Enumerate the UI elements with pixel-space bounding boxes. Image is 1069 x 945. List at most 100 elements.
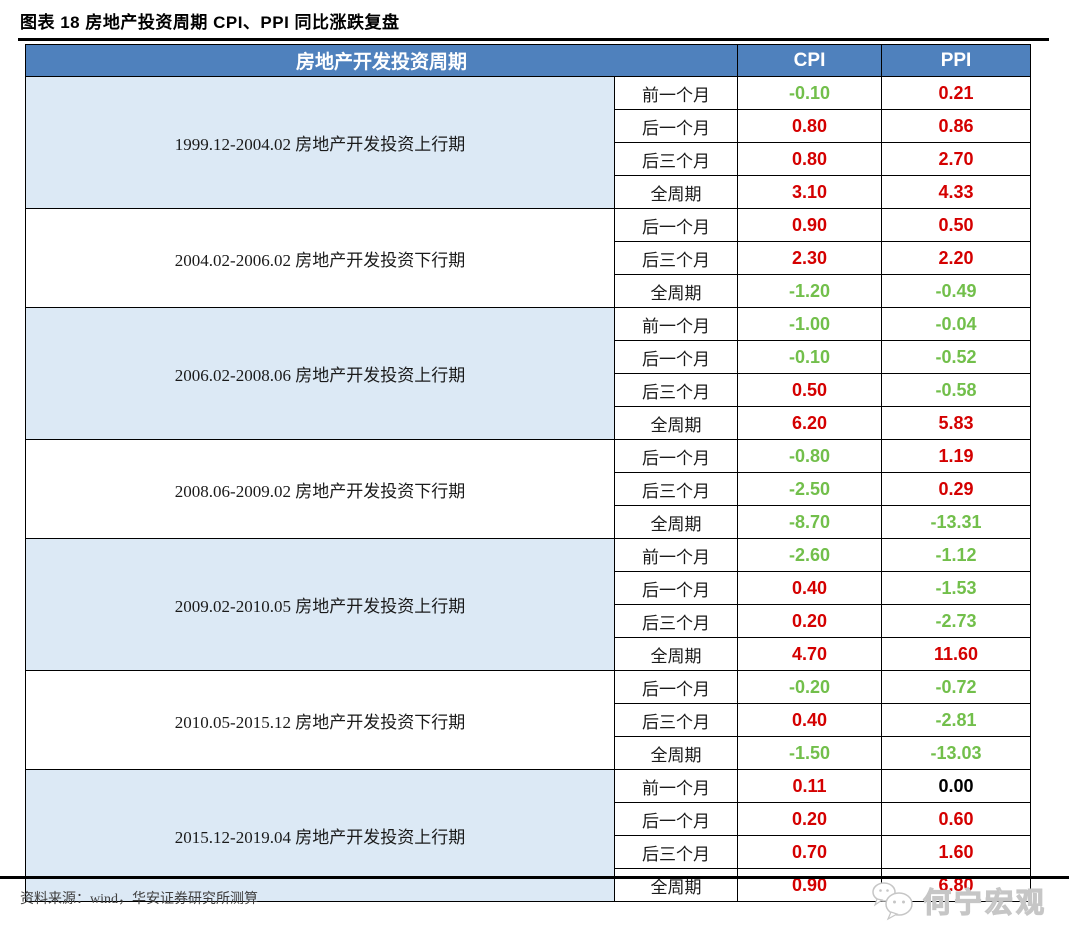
table-row: 2004.02-2006.02 房地产开发投资下行期 后一个月 0.90 0.50 <box>25 208 1032 308</box>
table-row: 2008.06-2009.02 房地产开发投资下行期 后一个月 -0.80 1.19 <box>25 439 1032 539</box>
cpi-value-cell: -0.10 <box>737 340 883 374</box>
cpi-value-cell: 0.90 <box>737 208 883 242</box>
cpi-value-cell: 0.80 <box>737 109 883 143</box>
ppi-value-cell: -13.03 <box>881 736 1032 770</box>
window-label-cell: 后三个月 <box>613 703 739 737</box>
ppi-value-cell: 11.60 <box>881 637 1032 671</box>
window-label-cell: 全周期 <box>613 868 739 902</box>
ppi-value-cell: -13.31 <box>881 505 1032 539</box>
window-label-cell: 后一个月 <box>613 802 739 836</box>
brand-logo: 何宁宏观 <box>869 880 1047 922</box>
brand-logo-text: 何宁宏观 <box>922 886 1047 918</box>
cpi-value-cell: -2.50 <box>737 472 883 506</box>
ppi-value-cell: 0.50 <box>881 208 1032 242</box>
ppi-value-cell: 2.70 <box>881 142 1032 176</box>
window-label-cell: 后三个月 <box>613 241 739 275</box>
period-cell: 2004.02-2006.02 房地产开发投资下行期 <box>25 208 615 308</box>
table-row: 1999.12-2004.02 房地产开发投资上行期 前一个月 -0.10 0.21 <box>25 76 1032 209</box>
window-label-cell: 全周期 <box>613 406 739 440</box>
window-label-cell: 后三个月 <box>613 835 739 869</box>
cpi-value-cell: 0.20 <box>737 802 883 836</box>
table-row: 全周期 3.10 4.33 <box>26 175 1032 209</box>
window-label-cell: 全周期 <box>613 175 739 209</box>
period-cell: 2009.02-2010.05 房地产开发投资上行期 <box>25 538 615 671</box>
cpi-value-cell: 0.90 <box>737 868 883 902</box>
cpi-value-cell: -1.00 <box>737 307 883 341</box>
figure-title: 图表 18 房地产投资周期 CPI、PPI 同比涨跌复盘 <box>20 13 400 32</box>
table-row: 后三个月 0.50 -0.58 <box>26 373 1032 407</box>
ppi-value-cell: -0.52 <box>881 340 1032 374</box>
ppi-value-cell: 4.33 <box>881 175 1032 209</box>
period-cell: 2010.05-2015.12 房地产开发投资下行期 <box>25 670 615 770</box>
window-label-cell: 后一个月 <box>613 109 739 143</box>
period-cell: 2008.06-2009.02 房地产开发投资下行期 <box>25 439 615 539</box>
table-row: 全周期 -1.20 -0.49 <box>26 274 1032 308</box>
data-source-note: 资料来源：wind，华安证券研究所测算 <box>20 892 258 907</box>
ppi-value-cell: 0.86 <box>881 109 1032 143</box>
ppi-value-cell: -1.53 <box>881 571 1032 605</box>
top-rule <box>18 38 1049 41</box>
ppi-value-cell: -1.12 <box>881 538 1032 572</box>
window-label-cell: 全周期 <box>613 274 739 308</box>
cpi-value-cell: -1.50 <box>737 736 883 770</box>
window-label-cell: 前一个月 <box>613 76 739 110</box>
ppi-value-cell: 2.20 <box>881 241 1032 275</box>
table-row: 后三个月 0.80 2.70 <box>26 142 1032 176</box>
ppi-value-cell: -0.49 <box>881 274 1032 308</box>
ppi-value-cell: 0.00 <box>881 769 1032 803</box>
ppi-value-cell: 1.60 <box>881 835 1032 869</box>
ppi-value-cell: -2.81 <box>881 703 1032 737</box>
cpi-value-cell: 0.20 <box>737 604 883 638</box>
cpi-value-cell: -0.80 <box>737 439 883 473</box>
cpi-value-cell: 0.80 <box>737 142 883 176</box>
header-ppi: PPI <box>881 44 1032 77</box>
window-label-cell: 后一个月 <box>613 208 739 242</box>
table-row: 2010.05-2015.12 房地产开发投资下行期 后一个月 -0.20 -0.72 <box>25 670 1032 770</box>
period-cell: 2015.12-2019.04 房地产开发投资上行期 <box>25 769 615 902</box>
table-row: 后一个月 0.40 -1.53 <box>26 571 1032 605</box>
cycle-table-body: 1999.12-2004.02 房地产开发投资上行期 前一个月 -0.10 0.21 后… <box>25 76 1032 902</box>
window-label-cell: 后一个月 <box>613 340 739 374</box>
window-label-cell: 后一个月 <box>613 670 739 704</box>
period-cell: 2006.02-2008.06 房地产开发投资上行期 <box>25 307 615 440</box>
table-row: 后一个月 0.20 0.60 <box>26 802 1032 836</box>
cpi-value-cell: 0.40 <box>737 571 883 605</box>
table-row: 2006.02-2008.06 房地产开发投资上行期 前一个月 -1.00 -0.04 <box>25 307 1032 440</box>
ppi-value-cell: -2.73 <box>881 604 1032 638</box>
cpi-ppi-cycle-table: 房地产开发投资周期 CPI PPI 1999.12-2004.02 房地产开发投… <box>24 44 1032 902</box>
cpi-value-cell: -0.10 <box>737 76 883 110</box>
ppi-value-cell: 0.60 <box>881 802 1032 836</box>
table-row: 全周期 0.90 6.80 <box>26 868 1032 902</box>
table-header-row: 房地产开发投资周期 CPI PPI <box>24 44 1032 77</box>
table-row: 全周期 -8.70 -13.31 <box>26 505 1032 539</box>
cpi-value-cell: -2.60 <box>737 538 883 572</box>
cpi-value-cell: 3.10 <box>737 175 883 209</box>
cpi-value-cell: 2.30 <box>737 241 883 275</box>
table-row: 2015.12-2019.04 房地产开发投资上行期 前一个月 0.11 0.00 <box>25 769 1032 902</box>
cpi-value-cell: -8.70 <box>737 505 883 539</box>
cpi-value-cell: -1.20 <box>737 274 883 308</box>
window-label-cell: 前一个月 <box>613 307 739 341</box>
header-period: 房地产开发投资周期 <box>24 44 739 77</box>
table-row: 2009.02-2010.05 房地产开发投资上行期 前一个月 -2.60 -1.12 <box>25 538 1032 671</box>
cpi-value-cell: 0.70 <box>737 835 883 869</box>
ppi-value-cell: 1.19 <box>881 439 1032 473</box>
cpi-value-cell: 4.70 <box>737 637 883 671</box>
table-row: 后三个月 -2.50 0.29 <box>26 472 1032 506</box>
cpi-value-cell: 6.20 <box>737 406 883 440</box>
ppi-value-cell: 0.29 <box>881 472 1032 506</box>
window-label-cell: 后三个月 <box>613 142 739 176</box>
window-label-cell: 前一个月 <box>613 769 739 803</box>
wechat-bubbles-icon <box>872 882 913 921</box>
cpi-value-cell: -0.20 <box>737 670 883 704</box>
window-label-cell: 后一个月 <box>613 571 739 605</box>
window-label-cell: 前一个月 <box>613 538 739 572</box>
header-cpi: CPI <box>737 44 883 77</box>
table-row: 后一个月 0.80 0.86 <box>26 109 1032 143</box>
window-label-cell: 后三个月 <box>613 472 739 506</box>
window-label-cell: 全周期 <box>613 736 739 770</box>
table-row: 全周期 6.20 5.83 <box>26 406 1032 440</box>
window-label-cell: 全周期 <box>613 637 739 671</box>
window-label-cell: 后一个月 <box>613 439 739 473</box>
